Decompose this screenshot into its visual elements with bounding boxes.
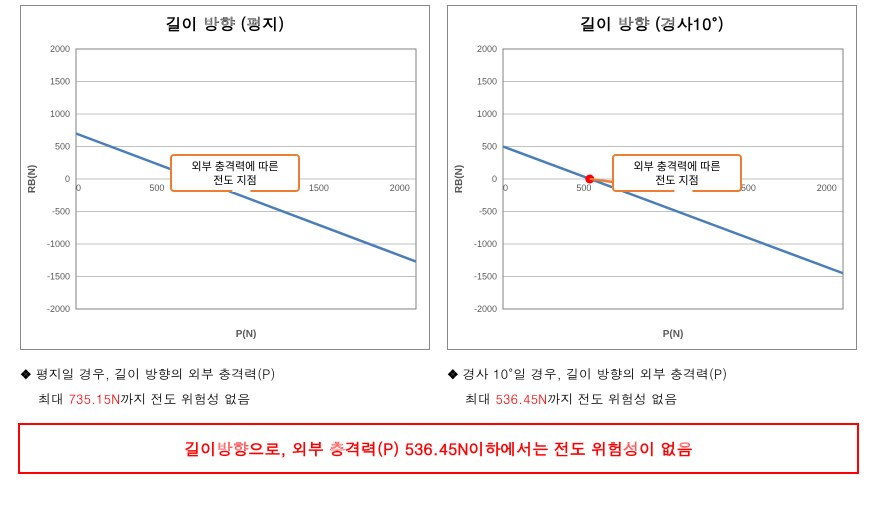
caption-right-red: 536.45N [495, 389, 547, 408]
caption-right: ❖경사 10°일 경우, 길이 방향의 외부 충격력(P) 최대 536.45N… [447, 362, 857, 411]
caption-left-text1: 평지일 경우, 길이 방향의 외부 충격력(P) [36, 364, 276, 383]
svg-text:2000: 2000 [390, 183, 410, 193]
svg-text:0: 0 [76, 183, 81, 193]
svg-text:RB(N): RB(N) [27, 165, 38, 193]
svg-text:1000: 1000 [477, 109, 497, 119]
svg-text:1500: 1500 [477, 77, 497, 87]
charts-row: 길이 방향 (평지) -2000 -1500 -1000 -500 0 500 1000 15… [0, 0, 877, 350]
caption-right-bullet: ❖ [447, 364, 459, 383]
caption-left-pre: 최대 [38, 389, 68, 408]
svg-text:RB(N): RB(N) [454, 165, 465, 193]
chart-left-title: 길이 방향 (평지) [21, 6, 429, 39]
chart-left-svg: -2000 -1500 -1000 -500 0 500 1000 1500 2000 0 500 1… [21, 39, 431, 349]
svg-text:외부 충격력에 따른: 외부 충격력에 따른 [191, 160, 278, 173]
caption-right-line1: ❖경사 10°일 경우, 길이 방향의 외부 충격력(P) [447, 362, 857, 387]
svg-text:전도 지점: 전도 지점 [213, 174, 257, 187]
svg-text:500: 500 [149, 183, 164, 193]
caption-left-post: 까지 전도 위험성 없음 [120, 389, 250, 408]
conclusion-box: 길이방향으로, 외부 충격력(P) 536.45N이하에서는 전도 위험성이 없… [18, 423, 859, 474]
caption-right-pre: 최대 [465, 389, 495, 408]
svg-text:P(N): P(N) [663, 329, 684, 340]
conclusion-wrap: 길이방향으로, 외부 충격력(P) 536.45N이하에서는 전도 위험성이 없… [0, 411, 877, 474]
svg-text:-1000: -1000 [47, 239, 70, 249]
svg-text:0: 0 [503, 183, 508, 193]
caption-left: ❖평지일 경우, 길이 방향의 외부 충격력(P) 최대 735.15N까지 전… [20, 362, 430, 411]
chart-left-container: 길이 방향 (평지) -2000 -1500 -1000 -500 0 500 1000 15… [20, 5, 430, 350]
svg-text:2000: 2000 [477, 44, 497, 54]
svg-text:-2000: -2000 [47, 304, 70, 314]
svg-text:-500: -500 [52, 207, 70, 217]
caption-left-red: 735.15N [68, 389, 120, 408]
chart-right-title: 길이 방향 (경사10°) [448, 6, 856, 39]
caption-left-line1: ❖평지일 경우, 길이 방향의 외부 충격력(P) [20, 362, 430, 387]
svg-text:2000: 2000 [50, 44, 70, 54]
svg-text:500: 500 [55, 142, 70, 152]
svg-text:0: 0 [65, 174, 70, 184]
chart-right-container: 길이 방향 (경사10°) -2000 -1500 -1000 -500 0 500 100… [447, 5, 857, 350]
svg-text:500: 500 [482, 142, 497, 152]
chart-right-svg: -2000-1500-1000-500050010001500200005001… [448, 39, 858, 349]
chart-left-svg-wrap: -2000 -1500 -1000 -500 0 500 1000 1500 2000 0 500 1… [21, 39, 429, 349]
svg-text:2000: 2000 [817, 183, 837, 193]
caption-left-line2: 최대 735.15N까지 전도 위험성 없음 [20, 387, 430, 412]
svg-text:-1500: -1500 [474, 272, 497, 282]
chart-right-svg-wrap: -2000-1500-1000-500050010001500200005001… [448, 39, 856, 349]
svg-text:1500: 1500 [50, 77, 70, 87]
svg-text:외부 충격력에 따른: 외부 충격력에 따른 [633, 160, 720, 173]
caption-right-text1: 경사 10°일 경우, 길이 방향의 외부 충격력(P) [463, 364, 727, 383]
svg-text:500: 500 [576, 183, 591, 193]
caption-right-post: 까지 전도 위험성 없음 [547, 389, 677, 408]
svg-text:-500: -500 [479, 207, 497, 217]
svg-text:1000: 1000 [50, 109, 70, 119]
svg-text:-1000: -1000 [474, 239, 497, 249]
svg-text:1500: 1500 [309, 183, 329, 193]
captions-row: ❖평지일 경우, 길이 방향의 외부 충격력(P) 최대 735.15N까지 전… [0, 350, 877, 411]
svg-text:-1500: -1500 [47, 272, 70, 282]
caption-left-bullet: ❖ [20, 364, 32, 383]
svg-text:0: 0 [492, 174, 497, 184]
svg-text:P(N): P(N) [236, 329, 257, 340]
caption-right-line2: 최대 536.45N까지 전도 위험성 없음 [447, 387, 857, 412]
svg-text:-2000: -2000 [474, 304, 497, 314]
svg-text:전도 지점: 전도 지점 [655, 174, 699, 187]
